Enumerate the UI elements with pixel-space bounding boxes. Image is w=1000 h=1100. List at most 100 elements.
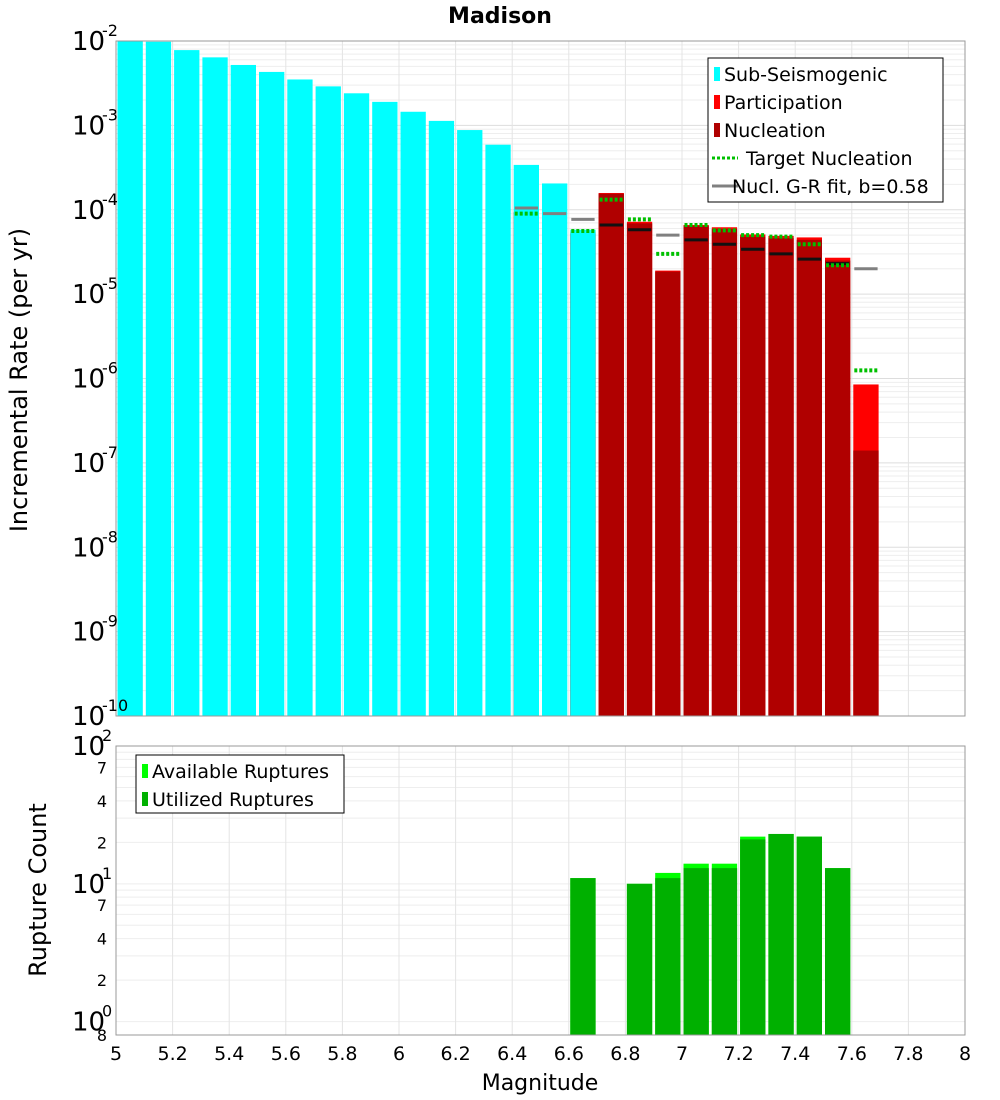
top-y-tick-exp: -2	[102, 21, 118, 40]
x-tick-label: 5.6	[271, 1043, 301, 1065]
x-tick-label: 6	[393, 1043, 405, 1065]
sub-seismogenic-bar	[117, 41, 143, 716]
top-grid	[115, 41, 966, 717]
x-tick-label: 7	[676, 1043, 688, 1065]
nucleation-bar	[711, 229, 738, 717]
top-y-tick: 10-4	[72, 190, 118, 226]
sub-seismogenic-bar	[259, 71, 285, 717]
utilized-ruptures-bar	[796, 836, 822, 1035]
bottom-y-tick: 102	[72, 726, 112, 762]
top-y-tick-base: 10	[72, 27, 105, 57]
bottom-y-tick-exp: 1	[102, 864, 112, 883]
bottom-y-tick-label: 4	[97, 930, 107, 949]
sub-seismogenic-bar	[570, 229, 596, 717]
sub-seismogenic-bar	[230, 64, 256, 716]
legend-swatch	[142, 792, 148, 806]
bottom-y-tick: 101	[72, 864, 112, 900]
bottom-plot-frame	[115, 745, 966, 1036]
top-y-tick-exp: -3	[102, 105, 118, 124]
top-y-tick: 10-8	[72, 527, 118, 563]
nucleation-bar	[598, 193, 624, 716]
utilized-ruptures-bar	[825, 868, 851, 1035]
top-y-tick-exp: -8	[102, 527, 118, 546]
top-y-tick-base: 10	[72, 702, 105, 732]
x-tick-label: 6.6	[554, 1043, 584, 1065]
legend-item: Nucleation	[714, 120, 826, 142]
legend-label: Available Ruptures	[152, 761, 329, 783]
bottom-y-tick-label: 2	[97, 833, 107, 852]
legend-item: Nucl. G-R fit, b=0.58	[712, 176, 929, 198]
utilized-ruptures-bar	[570, 878, 596, 1035]
legend-box	[707, 57, 944, 203]
bottom-y-tick: 7	[97, 896, 107, 915]
x-tick-label: 6.2	[440, 1043, 470, 1065]
utilized-ruptures-bar	[711, 868, 738, 1035]
sub-seismogenic-bar	[174, 50, 200, 717]
bottom-y-tick: 8	[97, 1026, 107, 1045]
nucleation-bar	[740, 236, 766, 716]
bottom-y-tick: 4	[97, 792, 107, 811]
x-tick-label: 5.8	[327, 1043, 357, 1065]
x-tick-label: 6.8	[610, 1043, 640, 1065]
legend-label: Nucl. G-R fit, b=0.58	[732, 176, 929, 198]
legend-label: Participation	[724, 92, 843, 114]
bottom-grid	[115, 746, 966, 1035]
sub-seismogenic-bar	[343, 93, 370, 716]
top-y-tick-base: 10	[72, 533, 105, 563]
legend-item: Available Ruptures	[142, 761, 329, 783]
top-y-tick-base: 10	[72, 365, 105, 395]
bottom-y-tick: 2	[97, 833, 107, 852]
top-y-tick-exp: -9	[102, 612, 118, 631]
x-tick-label: 7.2	[723, 1043, 753, 1065]
sub-seismogenic-bar	[457, 130, 483, 717]
bottom-legend: Available Ruptures Utilized Ruptures	[135, 754, 345, 814]
legend-item: Sub-Seismogenic	[714, 64, 888, 86]
top-y-tick: 10-6	[72, 359, 118, 395]
legend-swatch	[714, 67, 720, 81]
top-legend: Sub-Seismogenic Participation Nucleation Ta…	[707, 57, 944, 203]
bottom-y-tick-label: 7	[97, 896, 107, 915]
top-y-axis: 10-210-310-410-510-610-710-810-910-10	[72, 21, 128, 732]
legend-item: Target Nucleation	[712, 148, 913, 170]
nucleation-bar	[626, 223, 653, 716]
bottom-y-tick-label: 7	[97, 758, 107, 777]
top-plot-frame	[115, 40, 966, 717]
x-tick-label: 5.2	[157, 1043, 187, 1065]
top-bars	[117, 41, 879, 717]
top-y-tick-base: 10	[72, 449, 105, 479]
utilized-ruptures-bar	[655, 878, 681, 1035]
sub-seismogenic-bar	[542, 183, 568, 716]
legend-box	[135, 754, 345, 814]
legend-label: Nucleation	[724, 120, 826, 142]
nucleation-bar	[853, 450, 879, 716]
bottom-y-tick: 7	[97, 758, 107, 777]
sub-seismogenic-bar	[400, 111, 426, 716]
sub-seismogenic-bar	[287, 79, 313, 717]
bottom-y-tick-label: 8	[97, 1026, 107, 1045]
x-tick-label: 7.4	[780, 1043, 810, 1065]
bottom-y-axis-label: Rupture Count	[24, 803, 52, 977]
top-y-tick-base: 10	[72, 111, 105, 141]
sub-seismogenic-bar	[315, 86, 341, 716]
top-markers	[514, 197, 878, 373]
x-axis-label: Magnitude	[482, 1071, 599, 1096]
bottom-y-tick-base: 10	[72, 1008, 105, 1038]
nucleation-bar	[825, 260, 851, 716]
sub-seismogenic-bar	[202, 57, 228, 716]
nucleation-bar	[683, 226, 709, 716]
sub-seismogenic-bar	[145, 41, 172, 717]
utilized-ruptures-bar	[768, 833, 794, 1035]
bottom-y-tick-base: 10	[72, 732, 105, 762]
top-y-tick: 10-5	[72, 274, 118, 310]
nucleation-bar	[655, 271, 681, 716]
nucleation-bar	[768, 238, 794, 716]
top-y-tick-exp: -5	[102, 274, 118, 293]
top-y-tick-base: 10	[72, 196, 105, 226]
sub-seismogenic-bar	[428, 120, 455, 717]
x-tick-label: 5	[110, 1043, 122, 1065]
bottom-bars	[570, 833, 851, 1035]
bottom-y-tick-base: 10	[72, 870, 105, 900]
bottom-y-tick-exp: 2	[102, 726, 112, 745]
